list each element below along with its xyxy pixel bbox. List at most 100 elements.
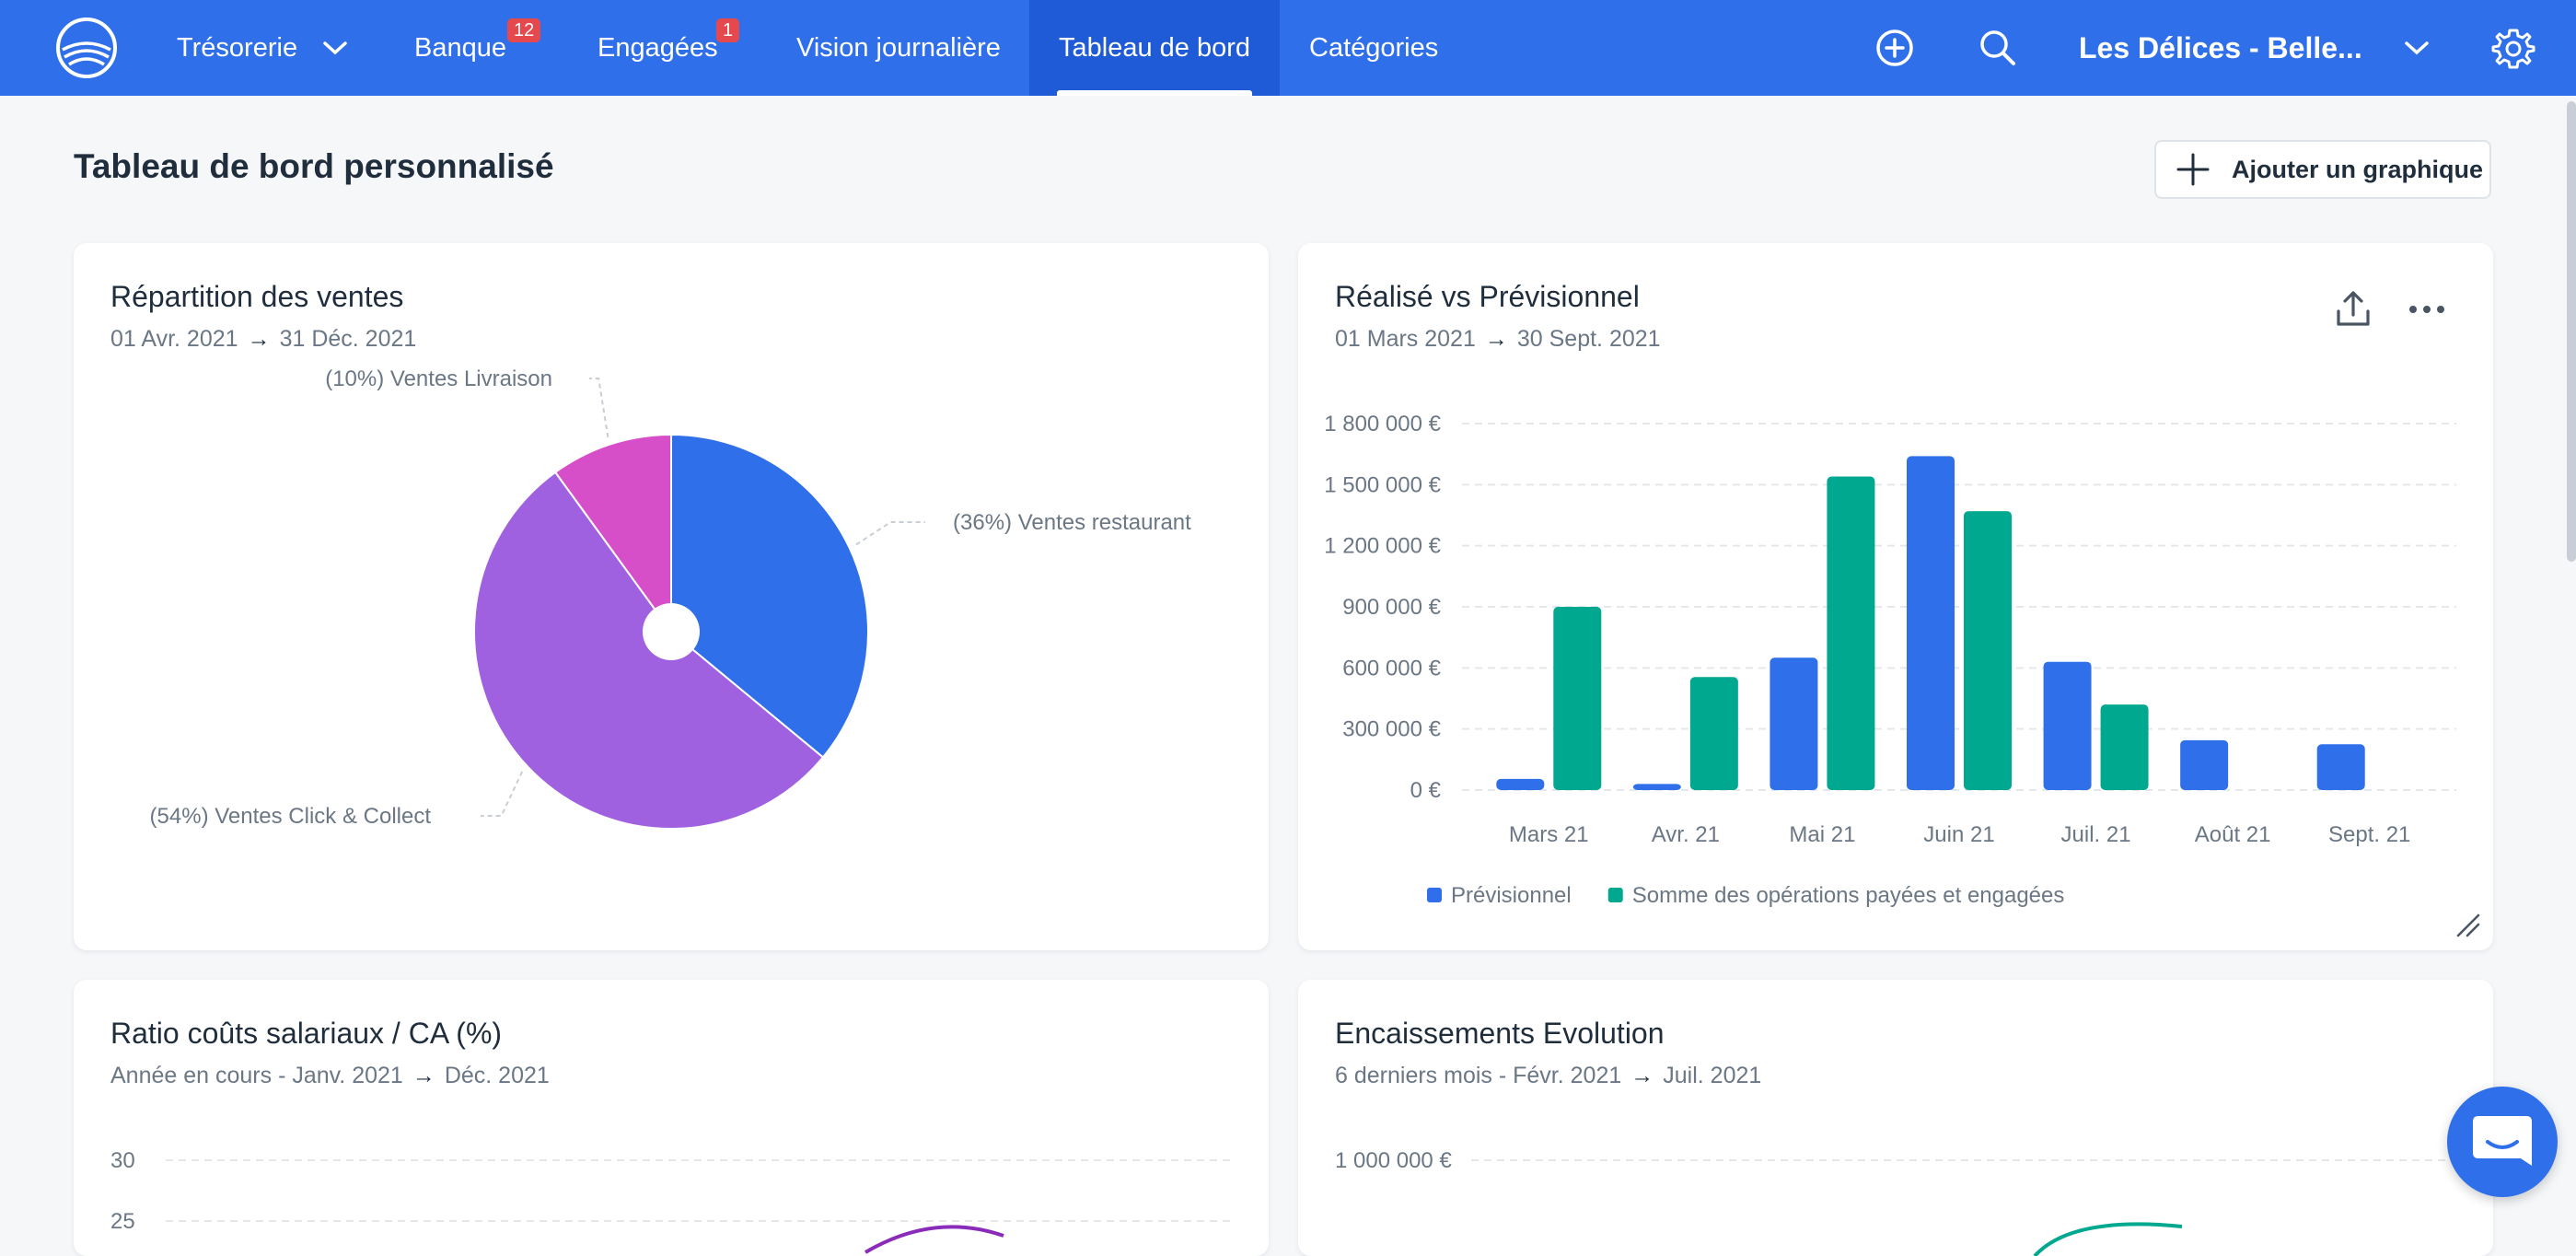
bar[interactable] bbox=[1689, 677, 1738, 790]
nav-engagees[interactable]: Engagées bbox=[598, 0, 718, 96]
nav-tableau-de-bord[interactable]: Tableau de bord bbox=[1029, 0, 1280, 96]
bar-chart: 0 € 300 000 € 600 000 € 900 000 € 1 200 000 … bbox=[1324, 412, 2456, 908]
nav-engagees-label: Engagées bbox=[598, 32, 718, 63]
banque-count-badge: 12 bbox=[507, 18, 541, 42]
nav-categories-label: Catégories bbox=[1309, 32, 1439, 63]
nav-banque[interactable]: Banque bbox=[414, 0, 506, 96]
x-tick-label: Mai 21 bbox=[1789, 822, 1855, 847]
cash-in-evolution-card: Encaissements Evolution 6 derniers mois … bbox=[1298, 980, 2493, 1256]
y-tick-label: 900 000 € bbox=[1342, 595, 1441, 620]
date-from: 01 Mars 2021 bbox=[1335, 326, 1476, 352]
arrow-right-icon: → bbox=[1484, 326, 1508, 352]
series-line bbox=[864, 1225, 1004, 1254]
date-to: 31 Déc. 2021 bbox=[279, 326, 417, 352]
gear-icon[interactable] bbox=[2491, 26, 2535, 70]
search-icon[interactable] bbox=[1976, 26, 2020, 70]
bar[interactable] bbox=[1827, 476, 1875, 790]
sales-distribution-card: Répartition des ventes 01 Avr. 2021 → 31 D… bbox=[74, 243, 1269, 950]
x-tick-label: Juin 21 bbox=[1923, 822, 1994, 847]
date-to: 30 Sept. 2021 bbox=[1516, 326, 1661, 352]
legend-label[interactable]: Prévisionnel bbox=[1451, 883, 1572, 908]
nav-tresorerie-label: Trésorerie bbox=[177, 32, 298, 63]
card-title: Réalisé vs Prévisionnel bbox=[1335, 280, 1640, 313]
add-circle-icon[interactable] bbox=[1873, 26, 1917, 70]
pie-label-connector bbox=[481, 771, 524, 817]
chevron-down-icon bbox=[2404, 41, 2429, 55]
bar[interactable] bbox=[1632, 784, 1681, 790]
page-title: Tableau de bord personnalisé bbox=[74, 147, 554, 185]
legend-swatch bbox=[1427, 888, 1442, 902]
more-options-icon[interactable] bbox=[2407, 289, 2447, 330]
pie-chart: (36%) Ventes restaurant (54%) Ventes Clic… bbox=[150, 366, 1191, 830]
arrow-right-icon: → bbox=[247, 326, 271, 352]
legend-swatch bbox=[1607, 888, 1623, 902]
pie-label-connector bbox=[855, 521, 925, 546]
plus-icon bbox=[2176, 153, 2210, 186]
card-date-range: Année en cours - Janv. 2021 → Déc. 2021 bbox=[110, 1063, 550, 1089]
card-date-range: 6 derniers mois - Févr. 2021 → Juil. 2021 bbox=[1335, 1063, 1761, 1089]
bar[interactable] bbox=[1770, 657, 1818, 790]
x-tick-label: Août 21 bbox=[2195, 822, 2271, 847]
line-chart: 1 000 000 € bbox=[1335, 1148, 2456, 1256]
chat-support-button[interactable] bbox=[2447, 1087, 2558, 1197]
card-title: Répartition des ventes bbox=[110, 280, 404, 313]
x-tick-label: Juil. 21 bbox=[2061, 822, 2131, 847]
resize-handle-icon[interactable] bbox=[2454, 912, 2482, 939]
pie-slice[interactable] bbox=[473, 471, 825, 830]
y-tick-label: 30 bbox=[110, 1148, 135, 1173]
top-navigation-bar: Trésorerie Banque 12 Engagées 1 Vision j… bbox=[0, 0, 2576, 96]
y-tick-label: 25 bbox=[110, 1209, 135, 1234]
engagees-count-badge: 1 bbox=[716, 18, 740, 42]
page-scrollbar[interactable] bbox=[2567, 101, 2576, 562]
date-from: Janv. 2021 bbox=[292, 1063, 403, 1088]
card-date-range: 01 Avr. 2021 → 31 Déc. 2021 bbox=[110, 326, 416, 353]
series-line bbox=[2033, 1222, 2183, 1256]
pie-slice[interactable] bbox=[670, 433, 869, 759]
bar[interactable] bbox=[1496, 778, 1545, 790]
pie-slice-label: (10%) Ventes Livraison bbox=[325, 366, 552, 391]
legend-label[interactable]: Somme des opérations payées et engagées bbox=[1632, 883, 2065, 908]
company-selector[interactable]: Les Délices - Belle... bbox=[2079, 0, 2431, 96]
bar[interactable] bbox=[1907, 456, 1955, 790]
pie-slice-label: (54%) Ventes Click & Collect bbox=[150, 804, 432, 829]
add-chart-button-label: Ajouter un graphique bbox=[2232, 155, 2483, 183]
active-tab-indicator bbox=[1057, 90, 1252, 96]
pie-center-hole bbox=[643, 603, 700, 660]
payroll-ratio-card: Ratio coûts salariaux / CA (%) Année en … bbox=[74, 980, 1269, 1256]
nav-banque-label: Banque bbox=[414, 32, 506, 63]
export-icon[interactable] bbox=[2333, 289, 2373, 330]
y-tick-label: 600 000 € bbox=[1342, 656, 1441, 680]
y-tick-label: 1 800 000 € bbox=[1324, 412, 1441, 436]
add-chart-button[interactable]: Ajouter un graphique bbox=[2154, 140, 2491, 199]
bar[interactable] bbox=[2100, 704, 2149, 790]
card-title: Encaissements Evolution bbox=[1335, 1017, 1665, 1050]
card-date-range: 01 Mars 2021 → 30 Sept. 2021 bbox=[1335, 326, 1661, 353]
y-tick-label: 0 € bbox=[1410, 778, 1442, 803]
date-from: Févr. 2021 bbox=[1513, 1063, 1622, 1088]
x-tick-label: Sept. 21 bbox=[2328, 822, 2410, 847]
date-to: Déc. 2021 bbox=[444, 1063, 550, 1088]
y-tick-label: 1 200 000 € bbox=[1324, 534, 1441, 559]
nav-tresorerie[interactable]: Trésorerie bbox=[177, 0, 349, 96]
arrow-right-icon: → bbox=[412, 1063, 435, 1088]
pie-label-connector bbox=[589, 378, 609, 438]
period-label: Année en cours - bbox=[110, 1063, 293, 1088]
line-chart: 30 25 bbox=[110, 1148, 1232, 1254]
y-tick-label: 1 500 000 € bbox=[1324, 472, 1441, 497]
card-title: Ratio coûts salariaux / CA (%) bbox=[110, 1017, 503, 1050]
bar[interactable] bbox=[2043, 661, 2092, 790]
pie-slice[interactable] bbox=[553, 433, 672, 635]
actual-vs-forecast-card: Réalisé vs Prévisionnel 01 Mars 2021 → 30 … bbox=[1298, 243, 2493, 950]
nav-categories[interactable]: Catégories bbox=[1309, 0, 1438, 96]
nav-vision-journaliere[interactable]: Vision journalière bbox=[796, 0, 1001, 96]
bar[interactable] bbox=[1553, 607, 1602, 790]
period-label: 6 derniers mois - bbox=[1335, 1063, 1514, 1088]
date-from: 01 Avr. 2021 bbox=[110, 326, 238, 352]
y-tick-label: 1 000 000 € bbox=[1335, 1148, 1452, 1173]
date-to: Juil. 2021 bbox=[1663, 1063, 1762, 1088]
bar[interactable] bbox=[2316, 744, 2365, 790]
bar[interactable] bbox=[1964, 511, 2012, 790]
logo-icon[interactable] bbox=[55, 17, 118, 79]
bar[interactable] bbox=[2180, 739, 2229, 790]
arrow-right-icon: → bbox=[1630, 1063, 1654, 1088]
